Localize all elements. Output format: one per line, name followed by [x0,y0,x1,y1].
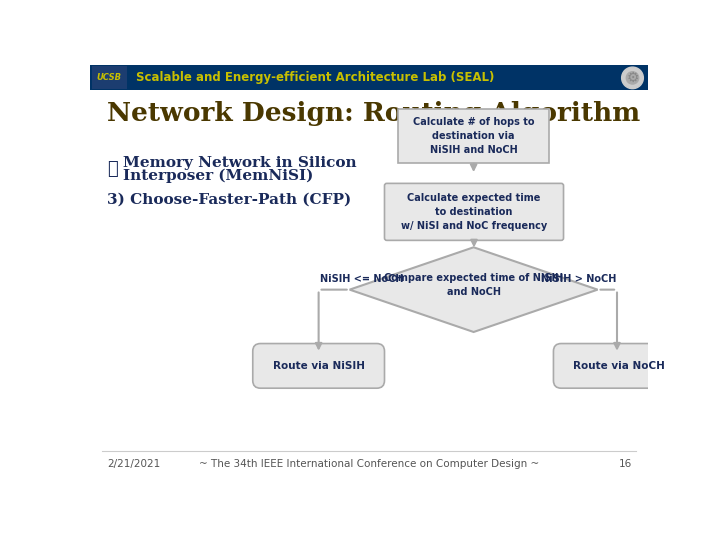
Text: 16: 16 [619,458,632,469]
Circle shape [621,67,644,89]
Text: Scalable and Energy-efficient Architecture Lab (SEAL): Scalable and Energy-efficient Architectu… [137,71,495,84]
Text: ❖: ❖ [107,160,118,178]
FancyBboxPatch shape [398,110,549,163]
Text: Calculate # of hops to
destination via
NiSIH and NoCH: Calculate # of hops to destination via N… [413,117,534,155]
Text: 3) Choose-Faster-Path (CFP): 3) Choose-Faster-Path (CFP) [107,193,351,206]
Text: NiSIH > NoCH: NiSIH > NoCH [541,274,616,284]
Text: Route via NiSIH: Route via NiSIH [273,361,364,371]
Text: Calculate expected time
to destination
w/ NiSI and NoC frequency: Calculate expected time to destination w… [401,193,547,231]
FancyBboxPatch shape [384,184,564,240]
Bar [90,65,648,90]
Text: Compare expected time of NiSIH
and NoCH: Compare expected time of NiSIH and NoCH [384,273,563,297]
FancyBboxPatch shape [554,343,685,388]
Text: Network Design: Routing Algorithm: Network Design: Routing Algorithm [107,101,640,126]
Text: ~ The 34th IEEE International Conference on Computer Design ~: ~ The 34th IEEE International Conference… [199,458,539,469]
Polygon shape [350,247,598,332]
Text: Route via NoCH: Route via NoCH [573,361,665,371]
Text: ⚙: ⚙ [626,71,639,85]
Text: UCSB: UCSB [97,72,122,82]
FancyBboxPatch shape [253,343,384,388]
Text: Interposer (MemNiSI): Interposer (MemNiSI) [122,168,313,183]
Text: NiSIH <= NoCH: NiSIH <= NoCH [320,274,403,284]
Text: Memory Network in Silicon: Memory Network in Silicon [122,157,356,170]
Text: 2/21/2021: 2/21/2021 [107,458,161,469]
Bar [91,65,127,90]
Circle shape [626,72,639,84]
